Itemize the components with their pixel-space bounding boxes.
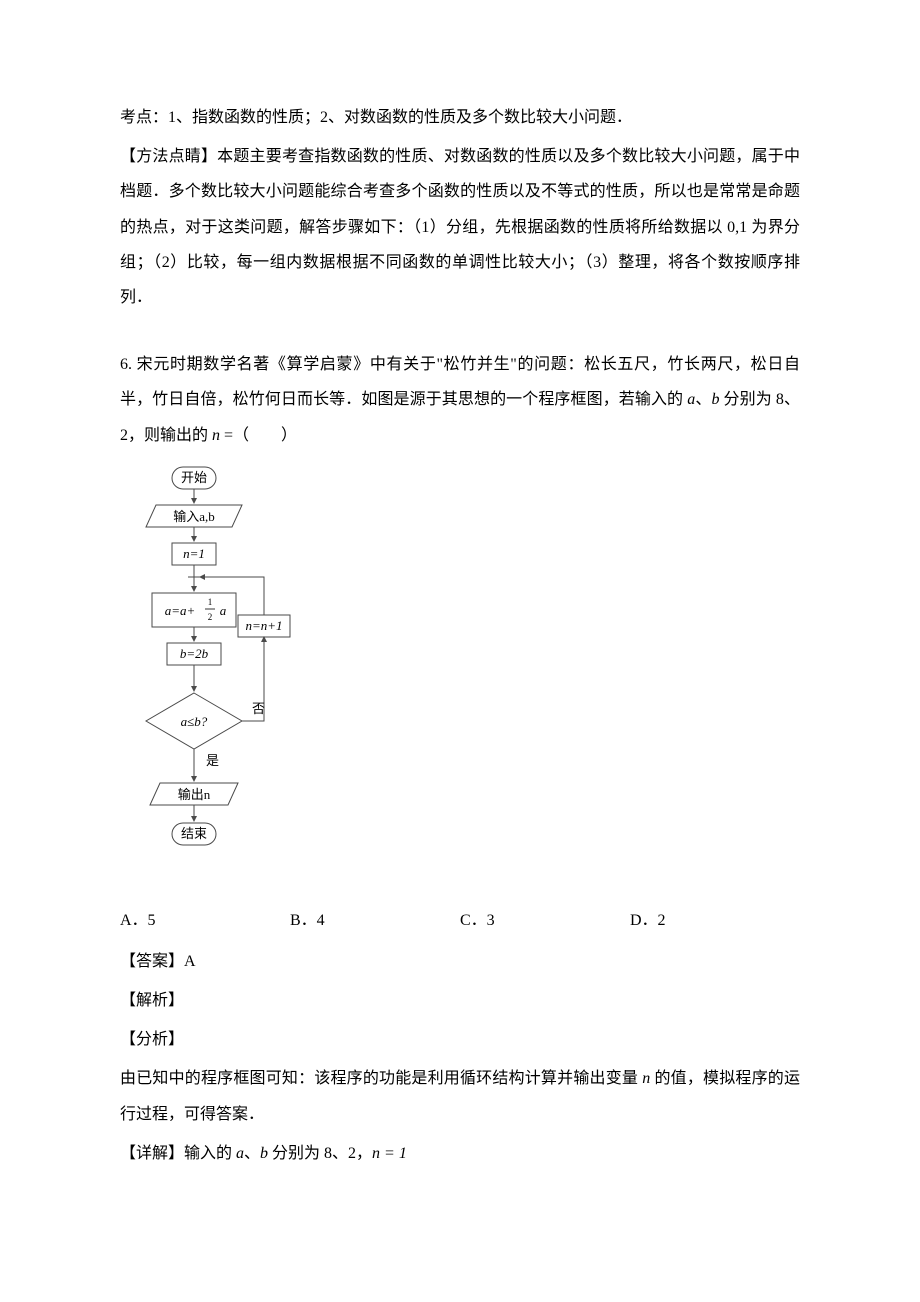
flow-step-a-num: 1 <box>208 597 213 607</box>
flow-yes-label: 是 <box>206 753 219 768</box>
xiangjie-text-1: 【详解】输入的 <box>120 1145 236 1162</box>
q6-text-2: 、 <box>695 391 711 408</box>
option-a: A．5 <box>120 903 290 938</box>
fenxi-body: 由已知中的程序框图可知：该程序的功能是利用循环结构计算并输出变量 n 的值，模拟… <box>120 1061 800 1131</box>
option-d: D．2 <box>630 903 800 938</box>
q6-text-4: =（ ） <box>220 427 297 444</box>
question-6-stem: 6. 宋元时期数学名著《算学启蒙》中有关于"松竹并生"的问题：松长五尺，竹长两尺… <box>120 347 800 453</box>
xiangjie-var-b: b <box>260 1145 268 1162</box>
xiangjie-text-2: 、 <box>244 1145 260 1162</box>
option-b: B．4 <box>290 903 460 938</box>
flowchart: 开始 输入a,b n=1 a=a+ 1 2 a b=2b <box>134 463 314 893</box>
flow-step-a-post: a <box>220 603 227 618</box>
xiangjie-var-n: n = 1 <box>372 1145 407 1162</box>
option-c: C．3 <box>460 903 630 938</box>
jiexi-label: 【解析】 <box>120 983 800 1018</box>
flow-end-text: 结束 <box>181 826 207 841</box>
xiangjie-var-a: a <box>236 1145 244 1162</box>
flow-step-b-text: b=2b <box>180 646 209 661</box>
options-row: A．5 B．4 C．3 D．2 <box>120 903 800 938</box>
flow-inc-text: n=n+1 <box>245 618 282 633</box>
paragraph-method: 【方法点睛】本题主要考查指数函数的性质、对数函数的性质以及多个数比较大小问题，属… <box>120 139 800 315</box>
flow-step-a-pre: a=a+ <box>165 603 196 618</box>
flow-start-text: 开始 <box>181 470 207 485</box>
flow-step-a-den: 2 <box>208 612 213 622</box>
flow-output-text: 输出n <box>178 787 211 802</box>
flow-cond-text: a≤b? <box>181 714 208 729</box>
flow-init-text: n=1 <box>183 546 205 561</box>
fenxi-text-1: 由已知中的程序框图可知：该程序的功能是利用循环结构计算并输出变量 <box>120 1070 642 1087</box>
answer-line: 【答案】A <box>120 944 800 979</box>
fenxi-label: 【分析】 <box>120 1022 800 1057</box>
paragraph-kaodian: 考点：1、指数函数的性质；2、对数函数的性质及多个数比较大小问题． <box>120 100 800 135</box>
q6-var-n: n <box>212 427 220 444</box>
flow-input-text: 输入a,b <box>173 509 215 524</box>
xiangjie-text-3: 分别为 8、2， <box>268 1145 372 1162</box>
xiangjie-line: 【详解】输入的 a、b 分别为 8、2，n = 1 <box>120 1136 800 1171</box>
flow-no-label: 否 <box>252 701 265 716</box>
